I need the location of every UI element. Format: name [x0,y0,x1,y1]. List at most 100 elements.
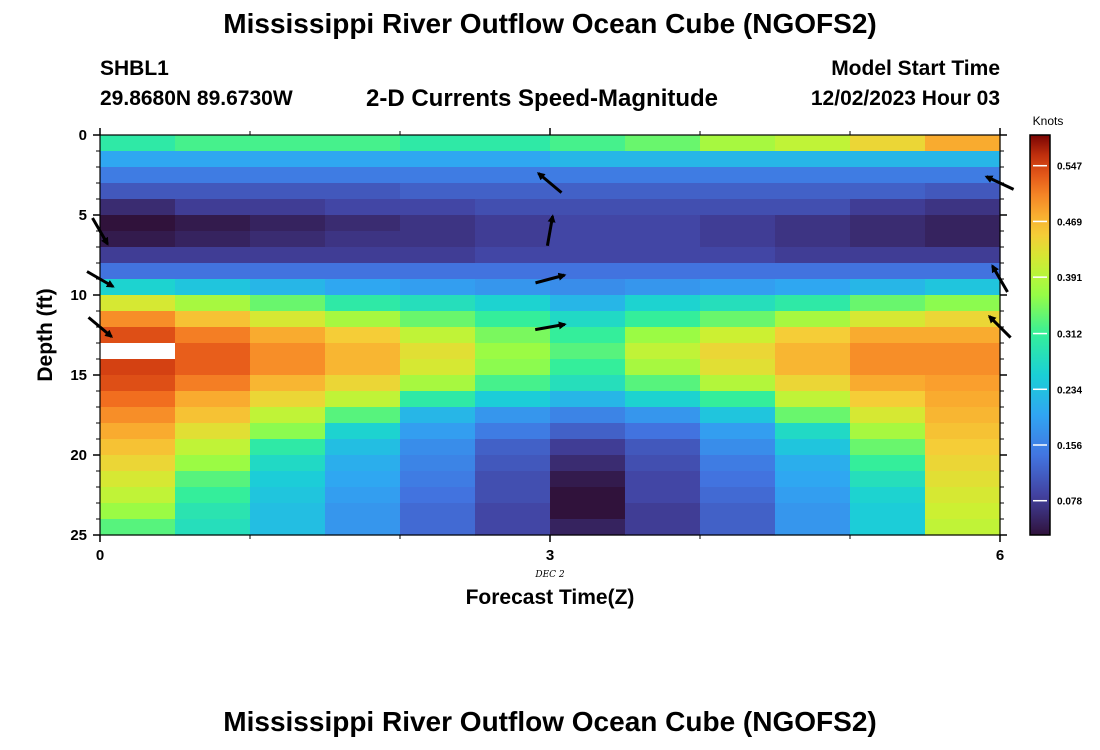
current-vector-arrow [535,272,567,285]
heatmap-cell [400,231,476,248]
heatmap-cell [700,247,776,264]
heatmap-cell [250,231,326,248]
heatmap-cell [100,183,176,200]
heatmap-cell [400,263,476,280]
heatmap-cell [925,407,1001,424]
heatmap-cell [775,391,851,408]
heatmap-cell [625,423,701,440]
heatmap-cell [925,311,1001,328]
heatmap-cell [550,183,626,200]
heatmap-cell [100,151,176,168]
heatmap-cell [175,503,251,520]
heatmap-cell [550,519,626,536]
heatmap-cell [250,471,326,488]
heatmap-cell [850,183,926,200]
heatmap-cell [100,455,176,472]
heatmap-cell [700,519,776,536]
heatmap-cell [850,247,926,264]
heatmap-cell [475,503,551,520]
heatmap-cell [175,407,251,424]
heatmap-cell [550,439,626,456]
heatmap-cell [475,183,551,200]
heatmap-cell [925,471,1001,488]
heatmap-cell [175,439,251,456]
heatmap-cell [850,295,926,312]
heatmap-cell [250,167,326,184]
heatmap-cell [175,151,251,168]
heatmap-cell [100,135,176,152]
heatmap-cell [175,279,251,296]
heatmap-cell [550,247,626,264]
current-vectors [86,172,1015,339]
heatmap-cell [100,295,176,312]
heatmap-cell [700,215,776,232]
heatmap-cell [325,343,401,360]
heatmap-cell [175,183,251,200]
heatmap-cell [175,295,251,312]
heatmap-cell [175,167,251,184]
heatmap-cell [325,391,401,408]
heatmap-cell [850,199,926,216]
heatmap-cell [925,487,1001,504]
heatmap-cell [850,375,926,392]
heatmap-cell [850,327,926,344]
heatmap-cell [775,151,851,168]
heatmap-cell [325,503,401,520]
heatmap-cell [775,215,851,232]
heatmap-cell [625,215,701,232]
y-tick-label: 25 [70,527,87,544]
heatmap-cell [850,359,926,376]
heatmap-cell [175,359,251,376]
heatmap-cell [175,199,251,216]
heatmap-cell [850,439,926,456]
heatmap-cell [100,519,176,536]
heatmap-cell [175,215,251,232]
heatmap-cell [325,279,401,296]
heatmap-cell [175,423,251,440]
colorbar-tick-label: 0.078 [1057,497,1082,508]
chart-title: Mississippi River Outflow Ocean Cube (NG… [223,8,877,39]
heatmap-cell [400,503,476,520]
heatmap-cell [625,327,701,344]
heatmap-cell [550,471,626,488]
heatmap-cell [775,279,851,296]
heatmap-cell [400,455,476,472]
heatmap-cell [550,215,626,232]
heatmap-cell [325,423,401,440]
heatmap-cell [475,471,551,488]
heatmap-cell [325,151,401,168]
heatmap-cell [250,327,326,344]
colorbar-unit-label: Knots [1033,114,1064,128]
heatmap-cell [700,295,776,312]
heatmap-cell [475,231,551,248]
heatmap-cell [400,423,476,440]
heatmap-cell [775,423,851,440]
heatmap-cell [775,199,851,216]
heatmap-cell [325,519,401,536]
heatmap-cell [550,487,626,504]
heatmap-cell [775,311,851,328]
colorbar-tick-label: 0.547 [1057,162,1082,173]
heatmap-cell [550,279,626,296]
heatmap-cell [250,183,326,200]
heatmap-cell [325,215,401,232]
heatmap-cell [250,439,326,456]
heatmap-cell [325,167,401,184]
heatmap-cell [100,423,176,440]
heatmap-cell [175,375,251,392]
heatmap-cell [925,247,1001,264]
heatmap-cell [400,327,476,344]
heatmap-cell [475,391,551,408]
heatmap-cell [625,519,701,536]
heatmap-cell [250,359,326,376]
heatmap-cell [775,231,851,248]
heatmap-cell [175,311,251,328]
heatmap-cell [550,343,626,360]
heatmap-cell [925,135,1001,152]
heatmap-cell [775,487,851,504]
heatmap-cell [550,391,626,408]
heatmap-cell [250,199,326,216]
heatmap-cell [550,375,626,392]
heatmap-cell [100,199,176,216]
heatmap-cell [925,167,1001,184]
